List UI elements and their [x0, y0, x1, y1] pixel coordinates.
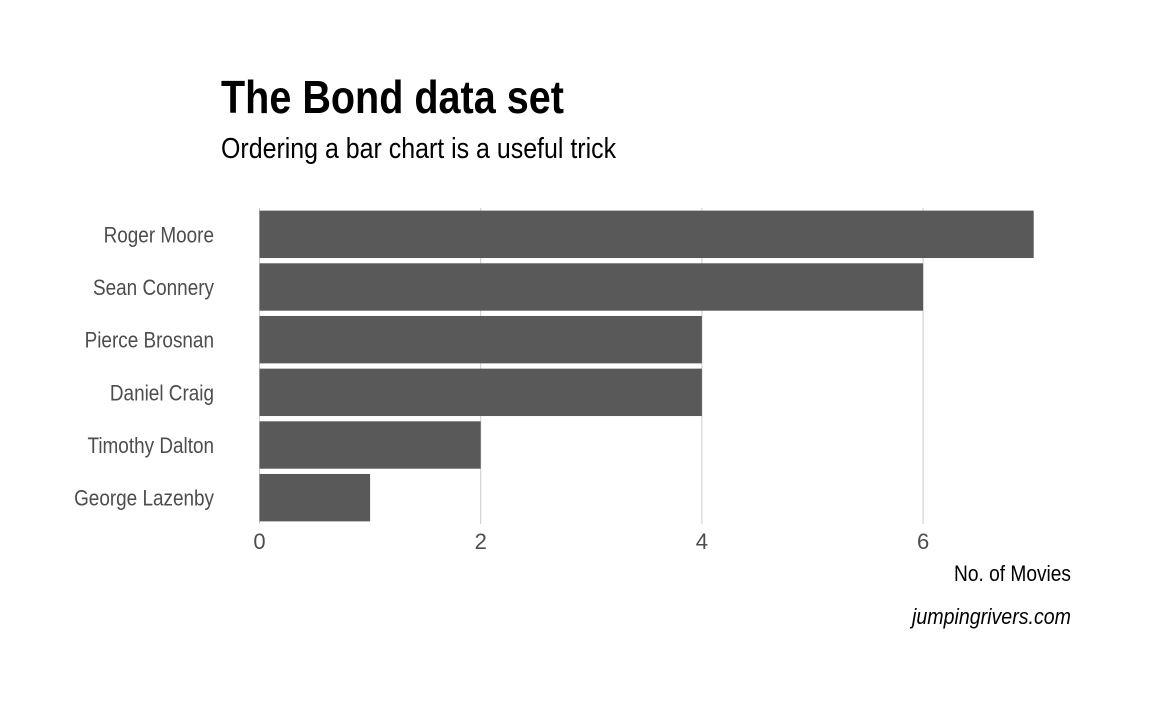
- bar-daniel-craig: [259, 368, 702, 417]
- chart-subtitle: Ordering a bar chart is a useful trick: [221, 133, 617, 165]
- bar-sean-connery: [259, 263, 924, 311]
- chart-title: The Bond data set: [221, 71, 564, 123]
- bar-roger-moore: [259, 210, 1034, 259]
- x-axis-title: No. of Movies: [954, 561, 1071, 586]
- bar-timothy-dalton: [259, 421, 481, 469]
- category-label-roger-moore: Roger Moore: [104, 222, 214, 247]
- x-tick-label-4: 4: [696, 529, 708, 554]
- gridlines: [259, 208, 924, 524]
- bar-pierce-brosnan: [259, 315, 702, 364]
- category-label-daniel-craig: Daniel Craig: [110, 380, 214, 405]
- category-labels: Roger Moore Sean Connery Pierce Brosnan Dan…: [74, 222, 214, 510]
- category-label-timothy-dalton: Timothy Dalton: [88, 433, 215, 458]
- bars: [259, 210, 1034, 522]
- x-tick-label-2: 2: [475, 529, 487, 554]
- bar-george-lazenby: [259, 473, 371, 522]
- x-tick-label-6: 6: [917, 529, 929, 554]
- x-tick-labels: 0 2 4 6: [253, 529, 929, 554]
- category-label-sean-connery: Sean Connery: [93, 275, 214, 300]
- category-label-george-lazenby: George Lazenby: [74, 486, 214, 511]
- category-label-pierce-brosnan: Pierce Brosnan: [85, 328, 214, 353]
- chart-caption: jumpingrivers.com: [909, 604, 1071, 629]
- x-tick-label-0: 0: [253, 529, 265, 554]
